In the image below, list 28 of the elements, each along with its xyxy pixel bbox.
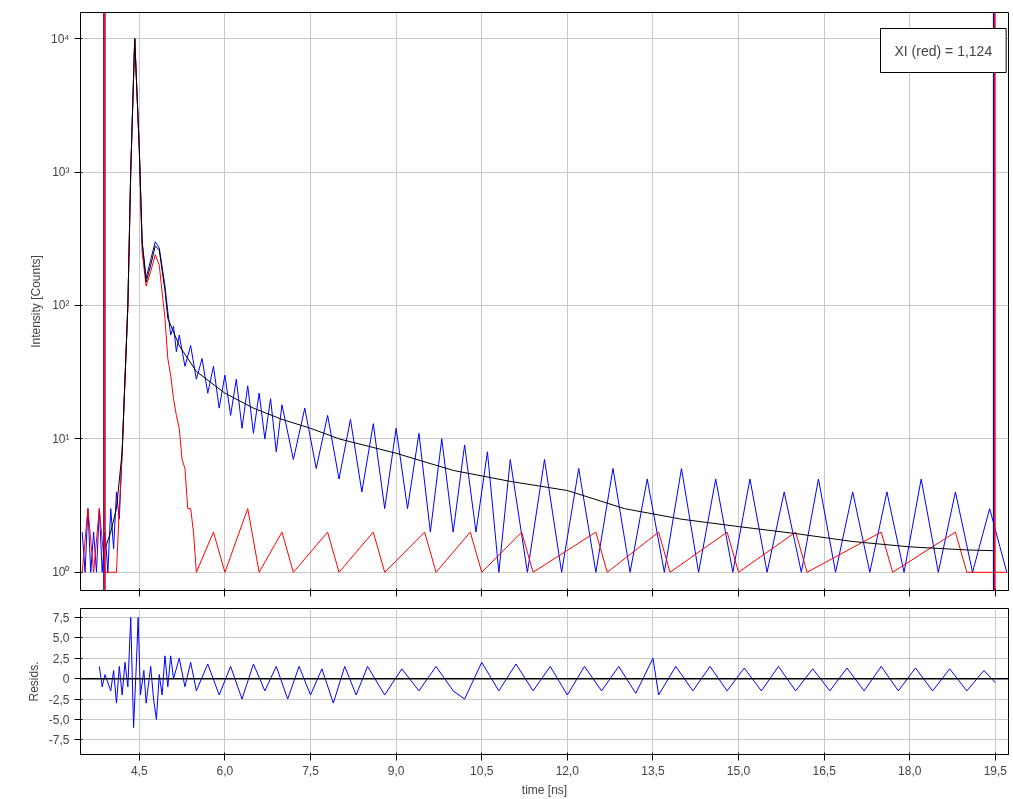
- y-tick-label: 0: [62, 672, 70, 687]
- y-axis-title: Intensity [Counts]: [29, 255, 43, 348]
- x-axis-title: time [ns]: [521, 782, 568, 797]
- x-tick-label: 19,5: [983, 763, 1008, 778]
- x-tick-label: 12,0: [555, 763, 580, 778]
- y-axis-title: Resids.: [26, 661, 41, 702]
- y-tick-label: 10⁴: [51, 31, 70, 46]
- x-tick-label: 15,0: [726, 763, 751, 778]
- x-tick-label: 7,5: [302, 763, 320, 778]
- y-tick-label: 2,5: [52, 651, 70, 666]
- y-tick-label: -5,0: [48, 712, 70, 727]
- y-tick-label: 5,0: [52, 631, 70, 646]
- x-tick-label: 18,0: [898, 763, 922, 778]
- line-series: [98, 616, 996, 729]
- y-tick-label: -2,5: [48, 692, 70, 707]
- y-tick-label: 10⁰: [52, 565, 70, 580]
- x-tick-label: 10,5: [470, 763, 494, 778]
- x-tick-label: 4,5: [130, 763, 148, 778]
- y-tick-label: 10³: [52, 165, 70, 180]
- y-tick-label: 10¹: [52, 431, 70, 446]
- annotation: XI (red) = 1,124: [894, 42, 993, 59]
- x-tick-label: 6,0: [216, 763, 234, 778]
- x-tick-label: 9,0: [387, 763, 405, 778]
- x-tick-label: 16,5: [812, 763, 837, 778]
- y-tick-label: -7,5: [48, 733, 70, 748]
- y-tick-label: 10²: [52, 298, 70, 313]
- y-tick-label: 7,5: [52, 610, 70, 625]
- x-tick-label: 13,5: [641, 763, 665, 778]
